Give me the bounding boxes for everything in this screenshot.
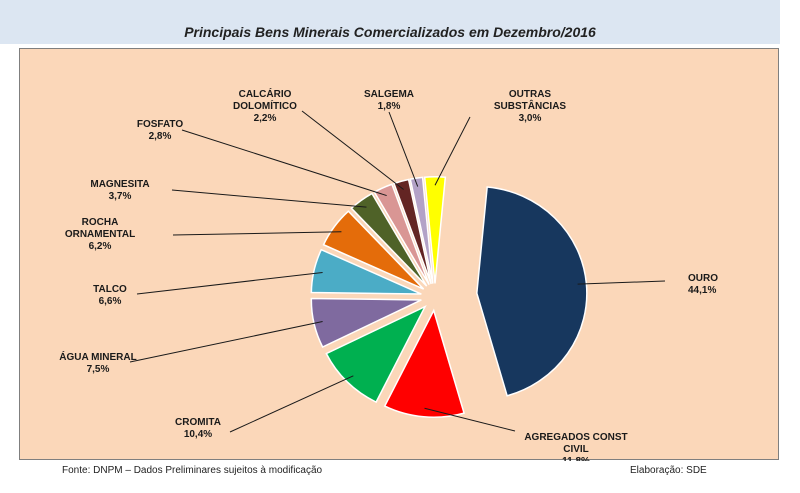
leader-line-9: [301, 110, 404, 190]
pie-slice-7: [350, 192, 428, 287]
leader-line-6: [172, 231, 342, 236]
slice-label-3: CROMITA 10,4%: [175, 417, 221, 440]
slice-name-6: ROCHA: [82, 217, 119, 228]
slice-name-10: SALGEMA: [364, 89, 414, 100]
pie-slice-2: [383, 308, 465, 418]
chart-title: Principais Bens Minerais Comercializados…: [184, 24, 596, 40]
slice-label-11: OUTRAS SUBSTÂNCIAS 3,0%: [494, 89, 567, 124]
slice-value-6: 6,2%: [89, 241, 112, 252]
slice-value-11: 3,0%: [519, 113, 542, 124]
slice-label-7: MAGNESITA 3,7%: [90, 179, 149, 202]
title-band: [0, 0, 780, 44]
pie-slice-11: [423, 175, 447, 284]
slice-name-2: AGREGADOS CONST: [524, 432, 627, 443]
slice-name-4: ÁGUA MINERAL: [59, 350, 136, 363]
leader-line-2: [424, 407, 516, 432]
pie-slice-5: [310, 248, 422, 295]
leader-line-8: [181, 129, 387, 197]
slice-label-9: CALCÁRIO DOLOMÍTICO 2,2%: [233, 87, 297, 124]
slice-name-11: SUBSTÂNCIAS: [494, 99, 567, 112]
slice-value-5: 6,6%: [99, 296, 122, 307]
leader-line-7: [171, 189, 367, 208]
pie-slice-3: [325, 304, 427, 404]
slice-value-9: 2,2%: [254, 113, 277, 124]
slice-name-6: ORNAMENTAL: [65, 229, 135, 240]
slice-value-4: 7,5%: [87, 364, 110, 375]
slice-label-6: ROCHA ORNAMENTAL 6,2%: [65, 217, 135, 252]
leader-line-5: [136, 271, 323, 295]
slice-label-5: TALCO 6,6%: [93, 284, 127, 307]
pie-slice-10: [409, 176, 434, 284]
slice-value-8: 2,8%: [149, 131, 172, 142]
leader-line-11: [434, 116, 471, 186]
pie-slice-6: [322, 210, 425, 290]
leader-line-3: [229, 375, 354, 433]
slice-label-2: AGREGADOS CONSTCIVIL11,8%: [524, 432, 627, 461]
slice-name-11: OUTRAS: [509, 89, 552, 100]
slice-value-1: 44,1%: [688, 285, 716, 296]
pie-slice-9: [392, 178, 432, 285]
slice-label-8: FOSFATO 2,8%: [137, 119, 184, 142]
leader-line-1: [577, 280, 666, 285]
slice-name-7: MAGNESITA: [90, 179, 149, 190]
leader-line-10: [388, 111, 419, 187]
slice-value-10: 1,8%: [378, 101, 401, 112]
slice-name-9: DOLOMÍTICO: [233, 99, 297, 112]
slice-name-5: TALCO: [93, 284, 127, 295]
slice-name-3: CROMITA: [175, 417, 221, 428]
slice-value-2: 11,8%: [562, 456, 590, 461]
slice-value-7: 3,7%: [109, 191, 132, 202]
pie-slice-1: [476, 186, 588, 397]
slice-name-9: CALCÁRIO: [239, 87, 292, 100]
slice-value-3: 10,4%: [184, 429, 212, 440]
source-note: Fonte: DNPM – Dados Preliminares sujeito…: [62, 465, 323, 476]
leader-line-4: [129, 321, 323, 363]
slice-label-4: ÁGUA MINERAL 7,5%: [59, 350, 136, 375]
slice-label-1: OURO 44,1%: [688, 273, 718, 296]
credit-note: Elaboração: SDE: [630, 465, 707, 476]
slice-name-2: CIVIL: [563, 444, 589, 455]
slice-name-1: OURO: [688, 273, 718, 284]
slice-label-10: SALGEMA 1,8%: [364, 89, 414, 112]
slice-name-8: FOSFATO: [137, 119, 184, 130]
